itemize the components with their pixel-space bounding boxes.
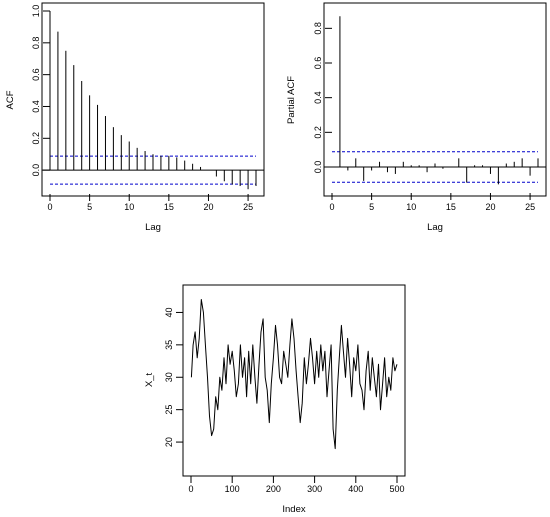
acf-y-tick-label: 0.4 [31, 100, 41, 113]
series-y-tick-label: 40 [164, 307, 174, 317]
pacf-x-tick-label: 20 [485, 202, 495, 212]
series-x-tick-label: 0 [188, 484, 193, 494]
acf-x-tick-label: 10 [124, 202, 134, 212]
pacf-x-tick-label: 10 [406, 202, 416, 212]
pacf-y-tick-label: 0.8 [313, 22, 323, 35]
acf-panel: 0 5 10 15 20 25 0.0 0.2 0.4 0.6 0.8 1.0 … [5, 2, 265, 233]
pacf-panel: 0 5 10 15 20 25 0.0 0.2 0.4 0.6 0.8 Lag … [286, 2, 547, 233]
series-y-axis: 20 25 30 35 40 [164, 307, 183, 447]
pacf-plot-frame [323, 2, 547, 197]
pacf-y-axis: 0.0 0.2 0.4 0.6 0.8 [313, 22, 332, 173]
pacf-y-tick-label: 0.4 [313, 91, 323, 104]
series-plot-frame [182, 284, 406, 477]
acf-x-axis: 0 5 10 15 20 25 [47, 194, 253, 212]
acf-y-tick-label: 1.0 [31, 5, 41, 18]
series-y-tick-label: 25 [164, 405, 174, 415]
pacf-x-tick-label: 15 [446, 202, 456, 212]
series-x-axis: 0 100 200 300 400 500 [188, 476, 405, 494]
acf-y-tick-label: 0.6 [31, 68, 41, 81]
series-x-tick-label: 100 [225, 484, 240, 494]
series-panel: 0 100 200 300 400 500 20 25 30 35 40 Ind… [144, 284, 406, 515]
pacf-y-tick-label: 0.0 [313, 161, 323, 174]
series-x-tick-label: 400 [348, 484, 363, 494]
acf-x-tick-label: 0 [47, 202, 52, 212]
series-y-tick-label: 35 [164, 340, 174, 350]
acf-x-tick-label: 20 [203, 202, 213, 212]
series-x-tick-label: 300 [307, 484, 322, 494]
pacf-y-axis-title: Partial ACF [286, 76, 297, 124]
pacf-x-tick-label: 5 [369, 202, 374, 212]
acf-x-axis-title: Lag [145, 222, 161, 233]
series-line [190, 299, 398, 450]
pacf-y-tick-label: 0.2 [313, 126, 323, 139]
series-x-tick-label: 200 [266, 484, 281, 494]
pacf-x-tick-label: 0 [329, 202, 334, 212]
acf-plot-frame [41, 2, 265, 197]
acf-x-tick-label: 25 [243, 202, 253, 212]
acf-x-tick-label: 5 [87, 202, 92, 212]
acf-y-tick-label: 0.2 [31, 132, 41, 145]
acf-y-tick-label: 0.0 [31, 164, 41, 177]
pacf-x-tick-label: 25 [525, 202, 535, 212]
acf-spikes [49, 11, 257, 190]
series-x-tick-label: 500 [389, 484, 404, 494]
acf-y-axis-title: ACF [5, 90, 16, 109]
pacf-y-tick-label: 0.6 [313, 57, 323, 70]
series-y-tick-label: 20 [164, 437, 174, 447]
acf-y-tick-label: 0.8 [31, 37, 41, 50]
acf-x-tick-label: 15 [164, 202, 174, 212]
pacf-x-axis-title: Lag [427, 222, 443, 233]
acf-y-axis: 0.0 0.2 0.4 0.6 0.8 1.0 [31, 5, 50, 177]
pacf-x-axis: 0 5 10 15 20 25 [329, 193, 535, 212]
pacf-confidence-band [332, 151, 538, 183]
series-x-axis-title: Index [282, 504, 305, 515]
series-y-tick-label: 30 [164, 372, 174, 382]
series-y-axis-title: X_t [144, 373, 155, 388]
pacf-spikes [339, 16, 539, 185]
